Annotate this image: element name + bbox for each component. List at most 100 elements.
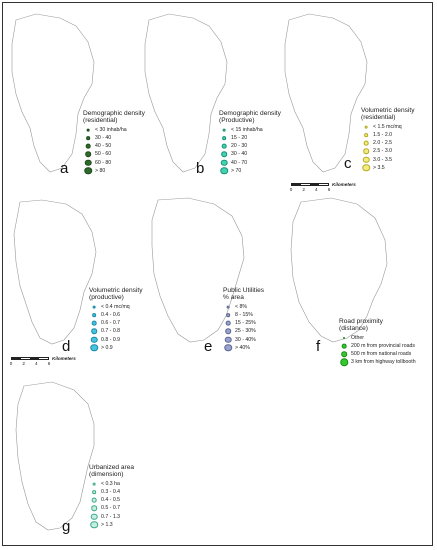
- legend-d: Volumetric density (productive) < 0.4 mc/m…: [89, 287, 143, 352]
- legend-item: 0.3 - 0.4: [89, 488, 134, 496]
- legend-item: > 0.9: [89, 344, 143, 352]
- legend-f: Road proximity (distance) Other 200 m from …: [339, 318, 416, 367]
- legend-label: 15 - 25%: [235, 320, 256, 327]
- panel-e-public-utilities: [140, 192, 290, 372]
- panel-b-demographic-productive: [143, 12, 283, 202]
- legend-item: 1.5 - 2.0: [361, 131, 415, 139]
- legend-label: 0.8 - 0.9: [101, 336, 121, 343]
- legend-title: Public Utilities: [223, 287, 265, 294]
- legend-symbol: [89, 327, 99, 335]
- map-c: [284, 13, 368, 173]
- legend-label: 0.7 - 0.8: [101, 328, 121, 335]
- legend-title: Volumetric density: [89, 287, 143, 294]
- legend-item: 30 - 40: [83, 134, 145, 142]
- legend-symbol: [339, 342, 349, 350]
- legend-item: > 3.5: [361, 164, 415, 172]
- panel-letter-f: f: [316, 338, 321, 355]
- legend-item: > 1.3: [89, 521, 134, 529]
- legend-label: 40 - 50: [95, 143, 112, 150]
- legend-item: > 80: [83, 167, 145, 175]
- legend-item: < 0.3 ha: [89, 480, 134, 488]
- legend-symbol: [89, 521, 99, 529]
- legend-label: 500 m from national roads: [351, 351, 412, 358]
- map-b: [144, 13, 228, 173]
- legend-item: 15 - 25%: [223, 319, 264, 327]
- legend-label: 50 - 60: [95, 151, 112, 158]
- legend-label: < 0.3 ha: [101, 480, 120, 487]
- legend-symbol: [89, 344, 99, 352]
- legend-title: Urbanized area: [89, 464, 135, 471]
- scalebar-c-tick: 4: [315, 187, 318, 192]
- legend-item: 0.8 - 0.9: [89, 336, 143, 344]
- legend-symbol: [361, 123, 371, 131]
- legend-item: < 8%: [223, 303, 264, 311]
- legend-g: Urbanized area (dimension) < 0.3 ha 0.3 - 0…: [89, 464, 134, 529]
- legend-label: 15 - 20: [231, 135, 248, 141]
- legend-label: Other: [351, 334, 364, 341]
- legend-symbol: [89, 480, 99, 488]
- legend-symbol: [219, 126, 229, 134]
- legend-label: 2.0 - 2.5: [373, 140, 393, 147]
- legend-label: 0.6 - 0.7: [101, 320, 121, 327]
- legend-title: Road proximity: [339, 318, 383, 325]
- legend-symbol: [223, 303, 233, 311]
- legend-label: > 70: [231, 167, 242, 174]
- legend-item: < 1.5 mc/mq: [361, 123, 415, 131]
- legend-a: Demographic density (residential) < 30 inh…: [83, 110, 145, 175]
- legend-c: Volumetric density (residential) < 1.5 mc/…: [361, 107, 415, 172]
- legend-symbol: [83, 150, 93, 158]
- legend-item: 50 - 60: [83, 150, 145, 158]
- legend-symbol: [223, 327, 233, 335]
- legend-label: 60 - 80: [95, 159, 112, 166]
- legend-symbol: [89, 496, 99, 504]
- legend-symbol: [89, 504, 99, 512]
- map-e: [151, 197, 245, 343]
- legend-symbol: [219, 150, 229, 158]
- legend-label: 200 m from provincial roads: [351, 343, 416, 349]
- scalebar-d-tick: 4: [35, 361, 38, 366]
- legend-label: 3 km from highway tollbooth: [351, 359, 416, 366]
- panel-letter-a: a: [60, 160, 69, 177]
- study-area-outline: [284, 13, 368, 173]
- panel-letter-b: b: [196, 160, 205, 177]
- legend-item: 0.5 - 0.7: [89, 504, 134, 512]
- legend-item: 40 - 70: [219, 159, 281, 167]
- legend-label: > 3.5: [373, 164, 385, 171]
- legend-label: 8 - 15%: [235, 312, 253, 318]
- legend-title: Demographic density: [83, 110, 145, 117]
- scalebar-d-tick: 6: [47, 361, 51, 366]
- scalebar-c-tick: 2: [302, 187, 305, 192]
- legend-item: 3.0 - 3.5: [361, 156, 415, 164]
- legend-symbol: [361, 131, 371, 139]
- map-d: [13, 199, 97, 345]
- legend-symbol: [89, 488, 99, 496]
- legend-symbol: [339, 350, 349, 358]
- legend-b: Demographic density (Productive) < 15 inha…: [219, 110, 281, 175]
- study-area-outline: [11, 13, 95, 173]
- panel-letter-c: c: [344, 155, 352, 172]
- legend-item: > 70: [219, 167, 281, 175]
- legend-symbol: [361, 164, 371, 172]
- legend-item: 0.6 - 0.7: [89, 319, 143, 327]
- legend-symbol: [219, 159, 229, 167]
- panel-f-road-proximity: [283, 192, 433, 372]
- legend-label: 0.5 - 0.7: [101, 505, 121, 512]
- legend-symbol: [361, 139, 371, 147]
- legend-title: (Productive): [219, 117, 255, 125]
- legend-symbol: [89, 319, 99, 327]
- legend-label: > 1.3: [101, 521, 113, 528]
- legend-item: 2.5 - 3.0: [361, 147, 415, 155]
- legend-label: 30 - 40: [231, 151, 248, 158]
- legend-item: < 15 inhab/ha: [219, 126, 281, 134]
- study-area-outline: [290, 197, 388, 343]
- legend-symbol: [83, 159, 93, 167]
- study-area-outline: [144, 13, 228, 173]
- legend-item: 0.7 - 0.8: [89, 327, 143, 335]
- legend-label: < 30 inhab/ha: [95, 126, 127, 133]
- legend-title: (distance): [339, 325, 368, 333]
- panel-letter-d: d: [62, 338, 71, 355]
- legend-title: Demographic density: [219, 110, 281, 117]
- legend-item: 0.7 - 1.3: [89, 513, 134, 521]
- panel-c-volumetric-residential: [283, 12, 428, 202]
- legend-symbol: [223, 344, 233, 352]
